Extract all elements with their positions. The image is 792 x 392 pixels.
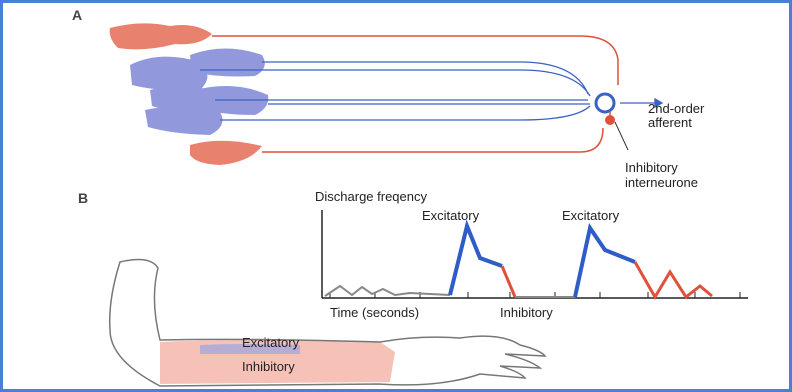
arm-label: Inhibitory <box>242 359 295 374</box>
axis-title: Discharge freqency <box>315 189 427 204</box>
panel-label: A <box>72 7 82 23</box>
peak-label: Excitatory <box>422 208 480 223</box>
trough-label: Inhibitory <box>500 305 553 320</box>
axis-title: Time (seconds) <box>330 305 419 320</box>
panel-label: B <box>78 190 88 206</box>
afferent-label: 2nd-order <box>648 101 705 116</box>
interneurone-label: Inhibitory <box>625 160 678 175</box>
second-order-neuron <box>596 94 614 112</box>
arm-label: Excitatory <box>242 335 300 350</box>
afferent-label: afferent <box>648 115 692 130</box>
interneurone <box>605 115 615 125</box>
peak-label: Excitatory <box>562 208 620 223</box>
figure: A 2nd-order afferent Inhibit <box>0 0 792 392</box>
interneurone-label: interneurone <box>625 175 698 190</box>
